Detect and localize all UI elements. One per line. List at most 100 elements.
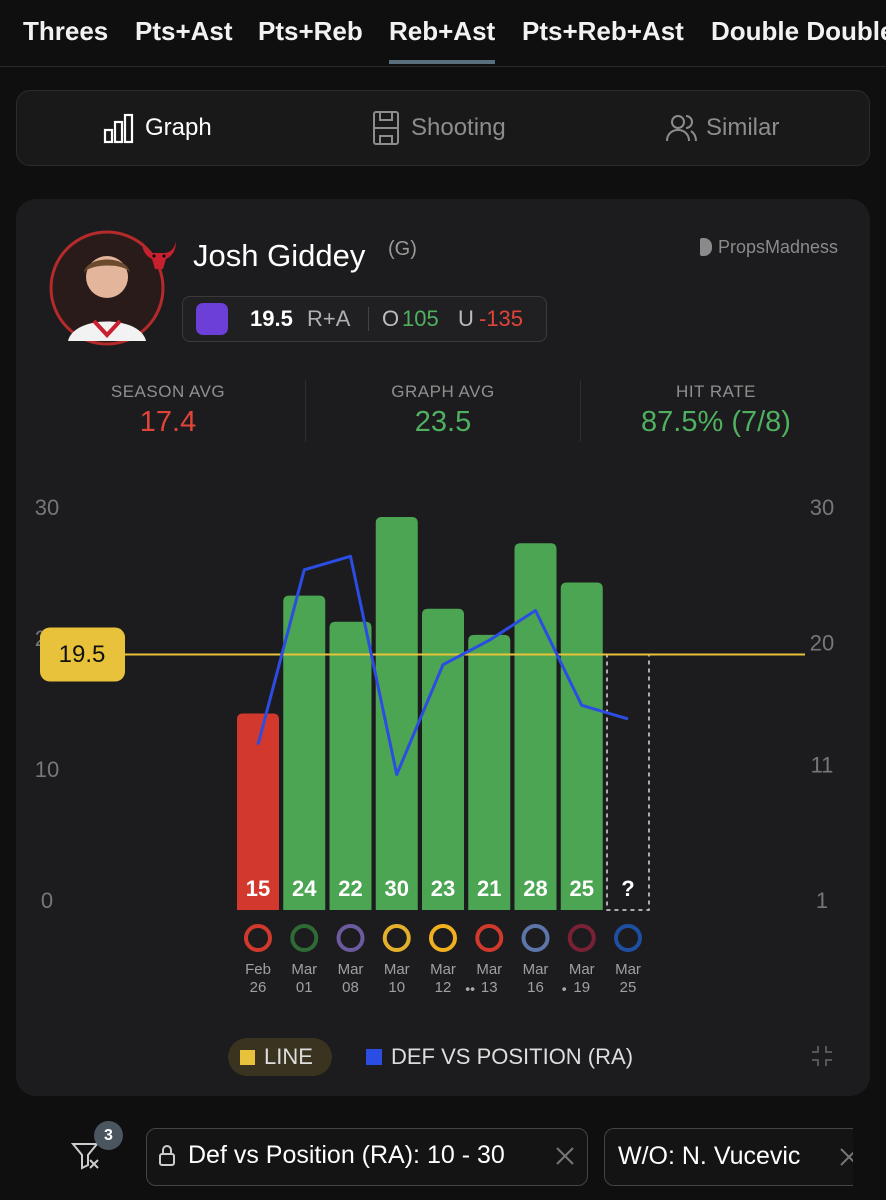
team-icon [614, 924, 642, 952]
x-tick-label: Mar 12 [430, 961, 456, 996]
stat-label: GRAPH AVG [391, 382, 495, 401]
brand: PropsMadness [699, 237, 838, 258]
stat-value: 23.5 [414, 406, 472, 438]
bar [422, 608, 464, 910]
team-icon [429, 924, 457, 952]
tab[interactable]: Pts+Ast [135, 16, 233, 46]
x-tick-label: Mar 16 [522, 961, 549, 996]
legend-label: DEF VS POSITION (RA) [391, 1044, 634, 1069]
filter-chip[interactable] [146, 1128, 588, 1186]
threshold-label: 19.5 [59, 641, 106, 668]
remove-icon[interactable] [555, 1146, 575, 1166]
line-value: 19.5 [250, 306, 293, 331]
filter-chip[interactable]: W/O: N. Vucevic [604, 1128, 853, 1186]
legend-swatch [366, 1049, 382, 1065]
view-tab[interactable]: Graph [145, 114, 212, 141]
team-icon [382, 924, 411, 952]
value-label: ? [621, 876, 634, 901]
legend-swatch [240, 1050, 255, 1065]
book-icon [196, 303, 228, 335]
player-name: Josh Giddey [193, 238, 366, 273]
bar [237, 713, 279, 910]
value-label: 15 [246, 876, 270, 901]
tab[interactable]: Pts+Reb [258, 16, 363, 46]
legend-label: LINE [264, 1044, 313, 1069]
y2-tick-label: 1 [816, 888, 828, 913]
note-dots: • [562, 981, 567, 997]
x-tick-label: Mar 25 [615, 961, 641, 996]
threshold-badge [40, 627, 125, 682]
odds-box [182, 296, 547, 342]
remove-icon[interactable] [839, 1147, 853, 1167]
stat-label: HIT RATE [676, 382, 756, 401]
y2-tick-label: 20 [810, 630, 834, 655]
x-tick-label: Mar 10 [383, 961, 410, 996]
bar [329, 621, 372, 910]
value-label: 30 [385, 876, 409, 901]
court-icon [373, 111, 399, 145]
placeholder-bar [606, 653, 650, 911]
team-icon [244, 924, 272, 952]
bar [283, 595, 326, 910]
bar [560, 582, 603, 910]
x-tick-label: Mar 01 [291, 961, 318, 996]
x-tick-label: Mar 13 [476, 961, 503, 996]
note-dots: •• [465, 981, 475, 997]
collapse-icon[interactable] [810, 1044, 834, 1068]
x-tick-label: Feb 26 [245, 961, 271, 996]
filter-chip-label: W/O: N. Vucevic [618, 1142, 801, 1170]
y-tick-label: 0 [41, 888, 53, 913]
team-icon [336, 924, 365, 952]
team-icon [475, 924, 504, 952]
team-logo [142, 241, 176, 269]
filter-count: 3 [94, 1121, 123, 1150]
under-label: U [458, 306, 474, 331]
bar [375, 517, 418, 910]
over-odds: 105 [402, 306, 439, 331]
graph-icon [103, 113, 134, 144]
divider [305, 380, 306, 442]
y-tick-label: 30 [35, 495, 59, 520]
tab[interactable]: Threes [23, 16, 109, 46]
team-icon [567, 924, 596, 952]
divider [580, 380, 581, 442]
bar [514, 543, 557, 910]
over-label: O [382, 306, 400, 331]
y-tick-label: 10 [35, 757, 59, 782]
tab-bar: Threes Pts+Ast Pts+Reb Reb+Ast Pts+Reb+Ast Do… [0, 0, 886, 67]
value-label: 28 [523, 876, 547, 901]
brand-name: PropsMadness [717, 237, 838, 257]
y2-tick-label: 30 [810, 495, 834, 520]
stat-value: 17.4 [139, 406, 197, 438]
tab-underline [389, 60, 495, 64]
avatar [49, 230, 165, 346]
tab[interactable]: Pts+Reb+Ast [522, 16, 684, 46]
player-position: (G) [388, 238, 417, 260]
stat-value: 87.5% (7/8) [641, 406, 791, 438]
people-icon [666, 115, 697, 142]
view-tab[interactable]: Similar [706, 114, 780, 141]
line-stat: R+A [307, 306, 351, 331]
tab[interactable]: Double Double [711, 16, 886, 46]
divider [368, 307, 369, 331]
value-label: 21 [477, 876, 501, 901]
stat-label: SEASON AVG [110, 382, 226, 401]
x-tick-label: Mar 08 [337, 961, 364, 996]
value-label: 24 [292, 876, 317, 901]
view-tab[interactable]: Shooting [411, 114, 506, 141]
value-label: 23 [431, 876, 455, 901]
lock-icon [159, 1145, 175, 1166]
team-icon [521, 924, 550, 952]
x-tick-label: Mar 19 [568, 961, 595, 996]
y2-tick-label: 11 [811, 752, 834, 777]
tab[interactable]: Reb+Ast [389, 16, 496, 46]
value-label: 25 [570, 876, 594, 901]
value-label: 22 [338, 876, 362, 901]
view-switch [16, 90, 870, 166]
series-line [256, 554, 629, 776]
filter-chip-label: Def vs Position (RA): 10 - 30 [188, 1141, 505, 1169]
team-icon [290, 924, 319, 952]
bar [468, 634, 511, 910]
